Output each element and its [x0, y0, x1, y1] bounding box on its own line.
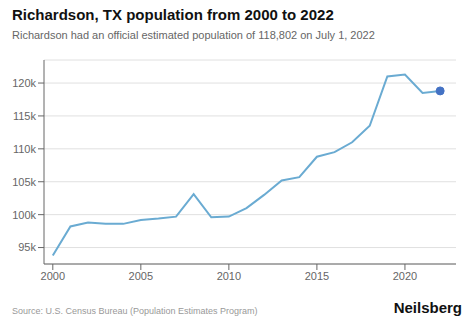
svg-text:2005: 2005: [129, 270, 153, 282]
svg-text:120k: 120k: [12, 77, 36, 89]
svg-text:95k: 95k: [18, 241, 36, 253]
html-text:Neilsberg: Neilsberg: [393, 299, 462, 316]
svg-text:105k: 105k: [12, 176, 36, 188]
svg-text:110k: 110k: [13, 143, 37, 155]
svg-text:2000: 2000: [41, 270, 65, 282]
svg-text:115k: 115k: [13, 110, 37, 122]
svg-text:2015: 2015: [305, 270, 329, 282]
html-text:Richardson, TX population from: Richardson, TX population from 2000 to 2…: [12, 6, 334, 23]
svg-text:2020: 2020: [393, 270, 417, 282]
html-text:Richardson had an official est: Richardson had an official estimated pop…: [12, 29, 375, 41]
html-text:Source: U.S. Census Bureau (Po: Source: U.S. Census Bureau (Population E…: [12, 306, 258, 316]
svg-text:2010: 2010: [217, 270, 241, 282]
svg-text:100k: 100k: [12, 209, 36, 221]
